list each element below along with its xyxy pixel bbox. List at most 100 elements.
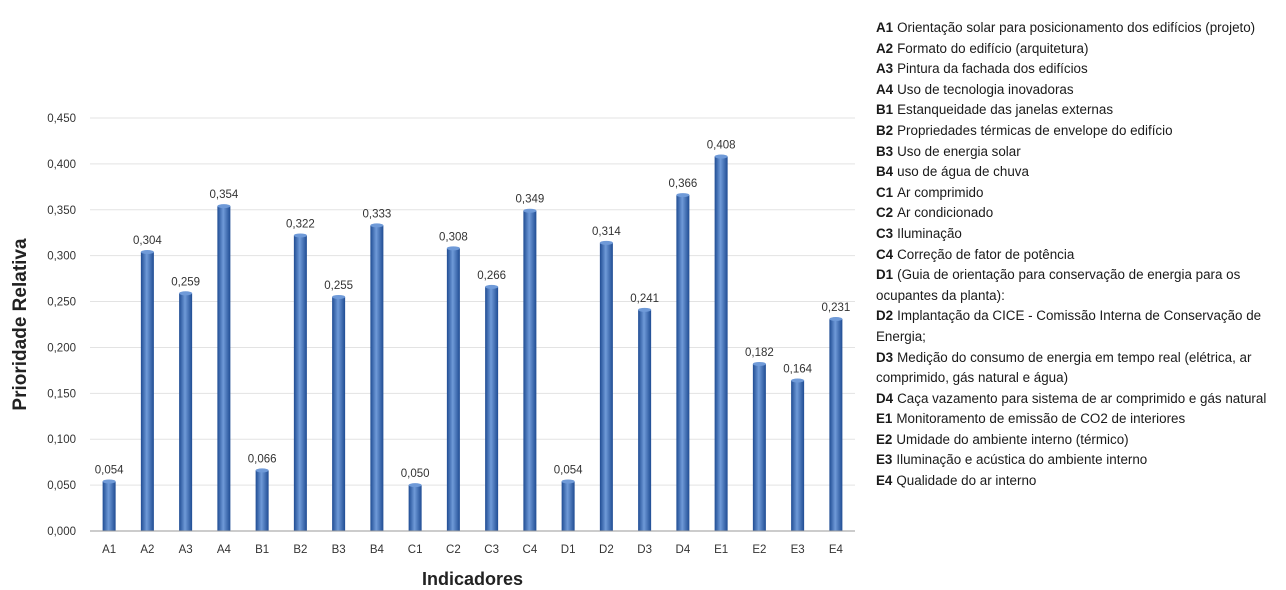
data-labels: 0,054 0,304 0,259 0,354 0,066 0,322 0,255 0,333… [95,140,851,481]
legend-code: B3 [876,143,894,159]
bar-cap [102,479,116,484]
legend-item-b3: B3 Uso de energia solar [876,142,1281,163]
bar-b4 [370,225,384,531]
bar-cap [599,240,613,245]
bar-cap [791,378,805,383]
bar-a1 [102,481,116,531]
legend-text: Monitoramento de emissão de CO2 de inter… [896,411,1186,427]
bar-e4 [829,318,843,531]
x-tick-label: E4 [829,544,844,556]
y-axis-title: Prioridade Relativa [10,238,31,411]
bar-d3 [638,309,652,531]
bar-a4 [217,206,231,531]
legend-item-e1: E1 Monitoramento de emissão de CO2 de int… [876,409,1281,430]
bar-cap [370,223,384,228]
bar-b1 [255,470,269,531]
data-label: 0,231 [821,302,850,314]
x-tick-label: C1 [408,544,423,556]
x-tick-label: E1 [714,544,728,556]
legend-code: A3 [876,61,894,77]
bar-cap [293,233,307,238]
legend-code: D4 [876,390,894,406]
bar-e3 [791,380,805,531]
x-tick-label: D1 [561,544,576,556]
legend-item-c3: C3 Iluminação [876,224,1281,245]
data-label: 0,259 [171,276,200,288]
y-tick-label: 0,450 [47,113,76,125]
legend-item-a2: A2 Formato do edifício (arquitetura) [876,39,1281,60]
data-label: 0,266 [477,270,506,282]
data-label: 0,333 [362,208,391,220]
bar-a3 [179,293,193,531]
gridlines [90,117,855,486]
x-tick-label: A1 [102,544,116,556]
data-label: 0,354 [209,189,238,201]
y-tick-label: 0,150 [47,388,76,400]
legend-code: C3 [876,225,894,241]
legend-code: C1 [876,184,894,200]
bar-cap [714,154,728,159]
data-label: 0,255 [324,280,353,292]
legend-code: D2 [876,308,894,324]
y-tick-label: 0,000 [47,526,76,538]
legend-code: B1 [876,102,894,118]
y-tick-label: 0,050 [47,480,76,492]
legend-code: E2 [876,431,893,447]
legend-text: Caça vazamento para sistema de ar compri… [897,390,1267,406]
legend-text: uso de água de chuva [897,164,1029,180]
x-axis-title: Indicadores [422,569,523,589]
x-tick-label: D4 [676,544,691,556]
legend-item-c4: C4 Correção de fator de potência [876,245,1281,266]
data-label: 0,241 [630,293,659,305]
legend-text: Qualidade do ar interno [896,473,1037,489]
legend-text: Correção de fator de potência [897,246,1075,262]
legend-text: Iluminação e acústica do ambiente intern… [896,452,1148,468]
legend-code: E4 [876,473,893,489]
bar-cap [829,316,843,321]
bar-cap [485,284,499,289]
x-axis-ticks: A1 A2 A3 A4 B1 B2 B3 B4 C1 C2 C3 C4 D1 D2 D3 D4 E1 E2 E3 E4 [102,544,843,556]
legend-text: Propriedades térmicas de envelope do edi… [897,122,1173,138]
legend-text: Implantação da CICE - Comissão Interna d… [876,308,1262,344]
legend-code: A1 [876,20,894,35]
legend-text: Orientação solar para posicionamento dos… [897,20,1256,35]
y-tick-label: 0,250 [47,297,76,309]
legend-code: B2 [876,122,894,138]
x-tick-label: A2 [140,544,154,556]
legend-code: B4 [876,164,894,180]
x-tick-label: B1 [255,544,269,556]
bar-cap [140,249,154,254]
x-tick-label: B4 [370,544,385,556]
legend-text: Uso de energia solar [897,143,1021,159]
bar-cap [523,208,537,213]
data-label: 0,066 [248,453,277,465]
bar-c4 [523,210,537,531]
legend-text: Formato do edifício (arquitetura) [897,40,1089,56]
bar-c2 [446,248,460,531]
indicator-legend: A1 Orientação solar para posicionamento d… [876,18,1281,492]
data-label: 0,322 [286,218,315,230]
bar-c3 [485,286,499,531]
bar-chart: 0,000 0,050 0,100 0,150 0,200 0,250 0,300 0,350… [10,113,855,589]
bar-d4 [676,195,690,532]
bar-cap [255,468,269,473]
bar-cap [676,193,690,198]
legend-text: Ar comprimido [897,184,984,200]
bar-cap [561,479,575,484]
y-axis-ticks: 0,000 0,050 0,100 0,150 0,200 0,250 0,300 0,350… [47,113,76,538]
legend-code: A2 [876,40,894,56]
data-label: 0,314 [592,226,621,238]
y-tick-label: 0,350 [47,205,76,217]
legend-code: E3 [876,452,893,468]
legend-item-a3: A3 Pintura da fachada dos edifícios [876,59,1281,80]
bar-cap [217,204,231,209]
x-tick-label: B2 [293,544,307,556]
legend-item-c1: C1 Ar comprimido [876,183,1281,204]
legend-text: Umidade do ambiente interno (térmico) [896,431,1129,447]
legend-item-d2: D2 Implantação da CICE - Comissão Interna… [876,306,1281,347]
data-label: 0,408 [707,140,736,152]
x-tick-label: C2 [446,544,461,556]
legend-code: E1 [876,411,893,427]
bar-cap [179,291,193,296]
data-label: 0,366 [668,178,697,190]
